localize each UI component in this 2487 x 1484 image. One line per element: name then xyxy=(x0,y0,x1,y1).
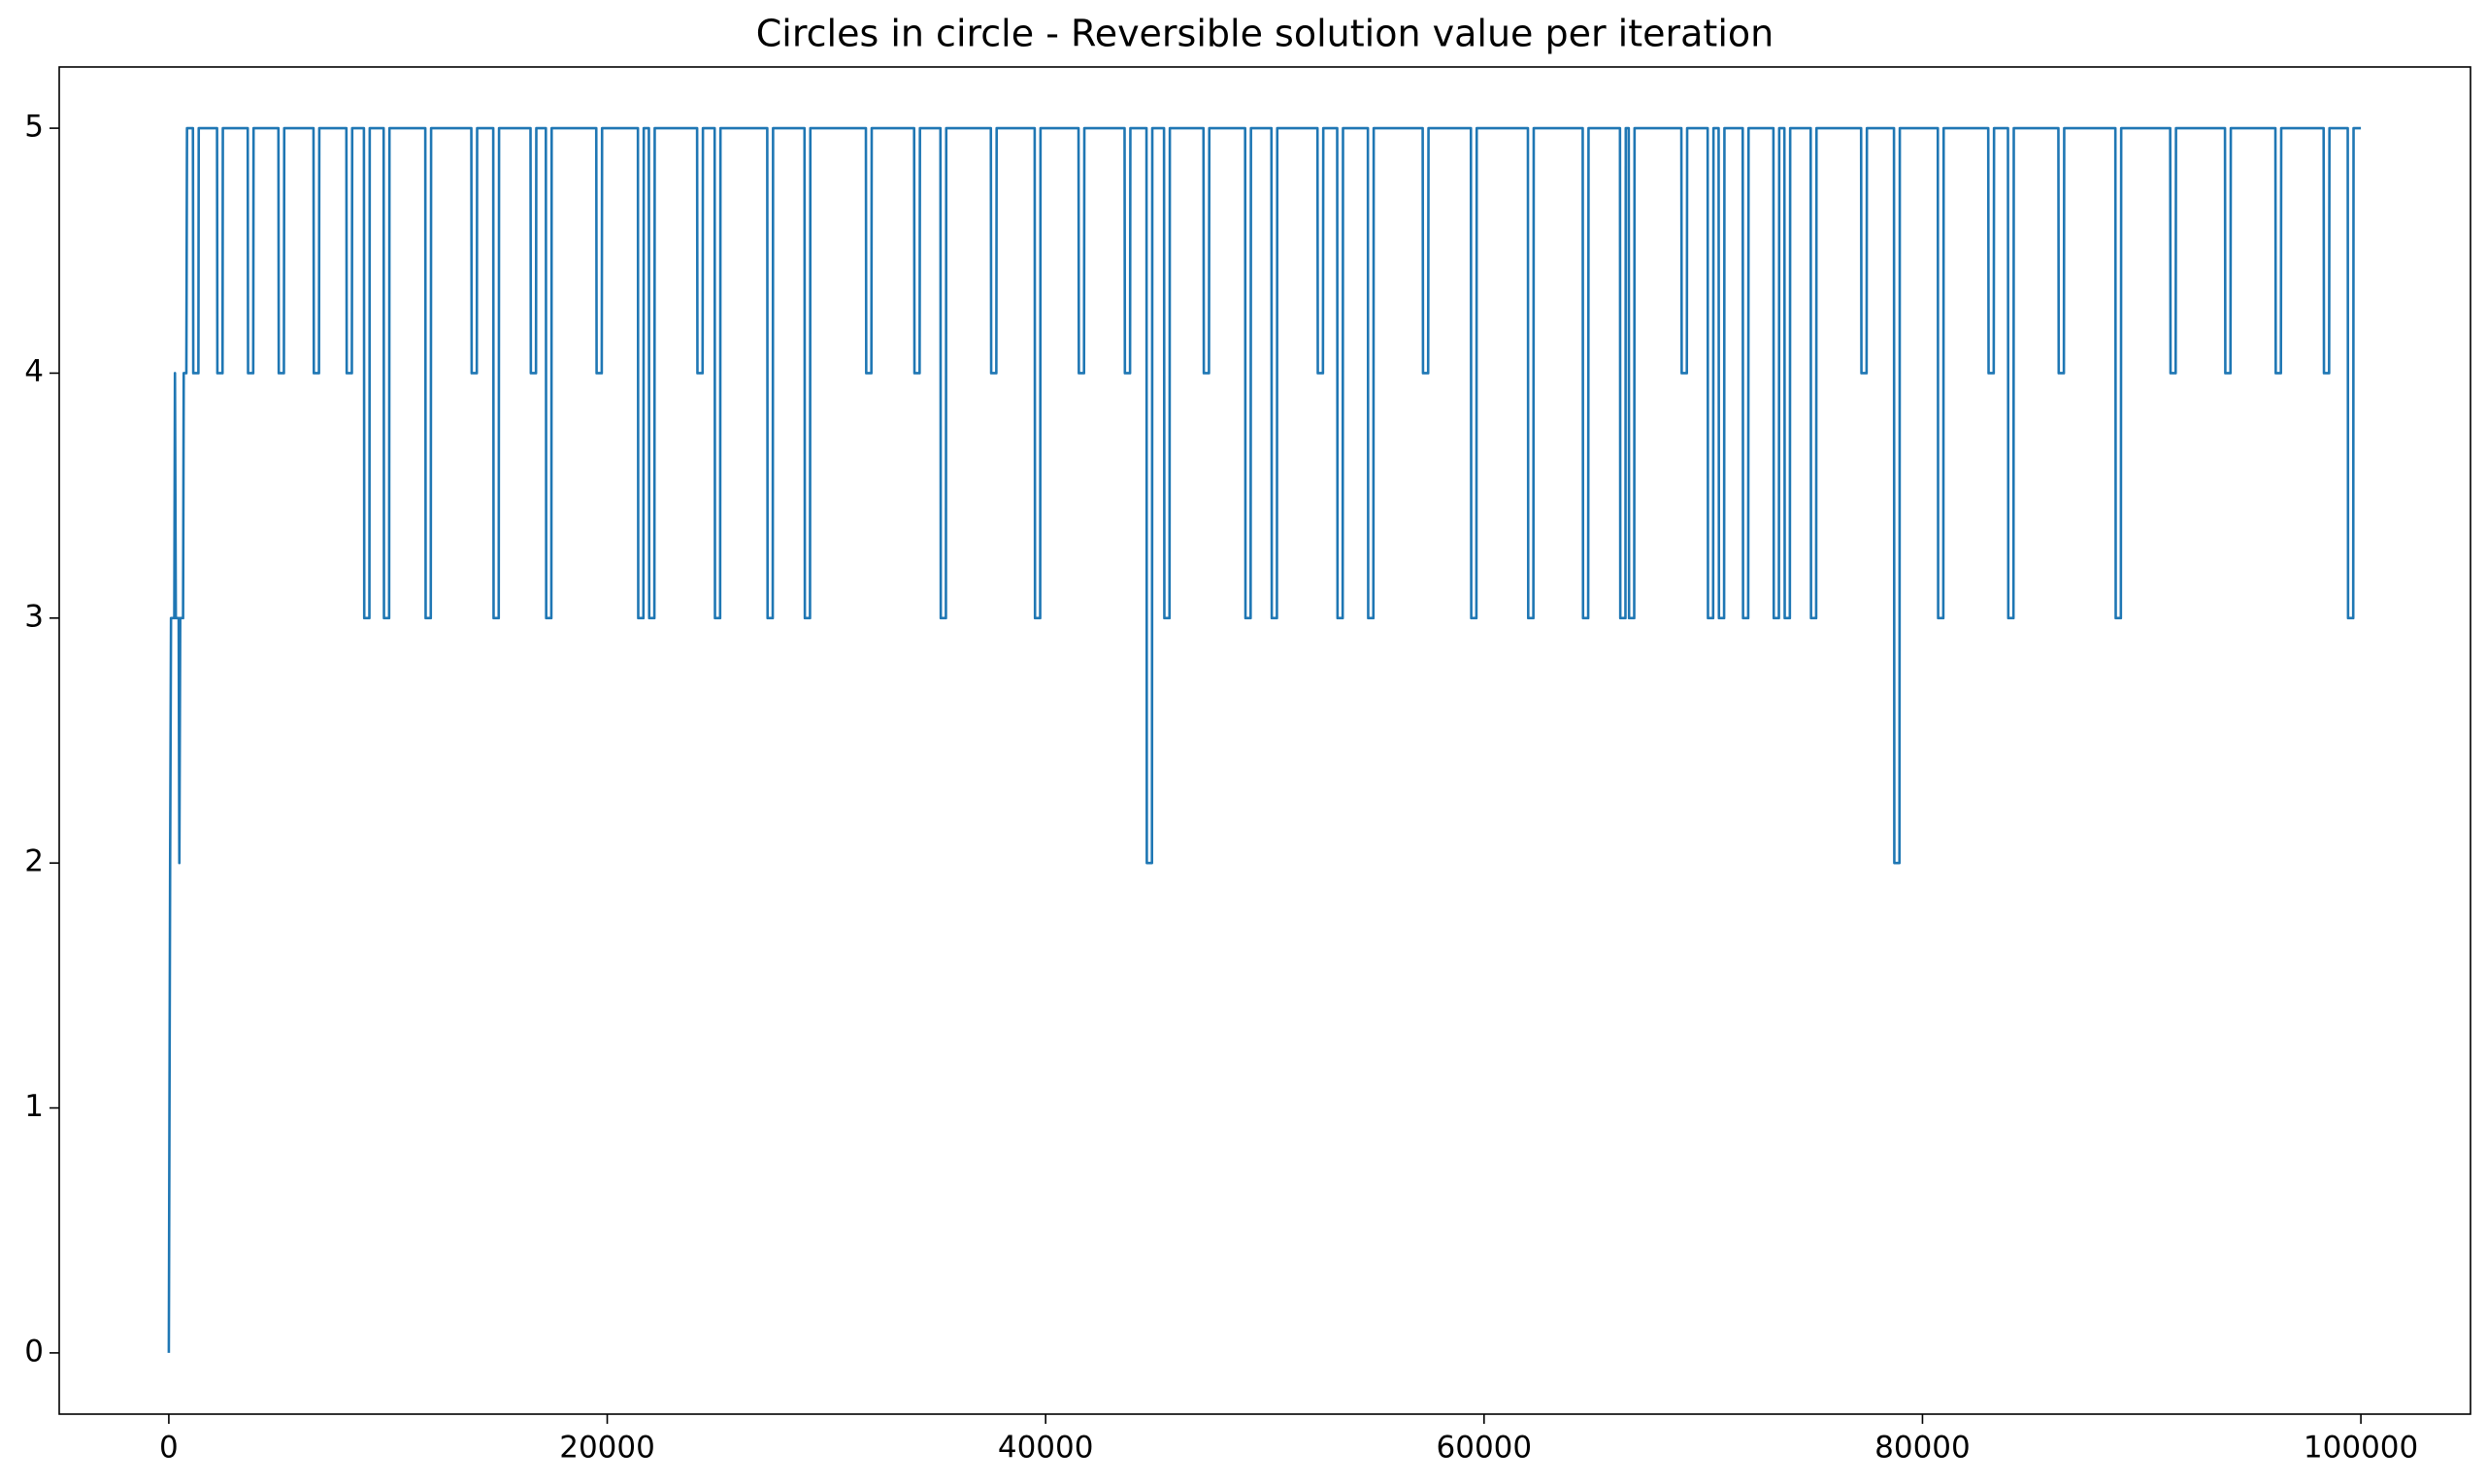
y-tick-label: 2 xyxy=(24,844,44,879)
y-tick-label: 0 xyxy=(24,1334,44,1369)
x-tick-label: 60000 xyxy=(1437,1431,1533,1466)
x-tick-label: 0 xyxy=(159,1431,179,1466)
y-tick-label: 5 xyxy=(24,110,44,145)
x-tick-label: 100000 xyxy=(2304,1431,2418,1466)
x-tick-label: 20000 xyxy=(559,1431,655,1466)
y-tick-label: 4 xyxy=(24,354,44,389)
data-line xyxy=(167,126,2362,1353)
y-tick-label: 1 xyxy=(24,1089,44,1124)
chart-title: Circles in circle - Reversible solution … xyxy=(756,13,1774,55)
y-tick-label: 3 xyxy=(24,599,44,634)
plot-frame xyxy=(58,66,2471,1415)
x-tick-label: 40000 xyxy=(998,1431,1094,1466)
x-tick-label: 80000 xyxy=(1874,1431,1971,1466)
